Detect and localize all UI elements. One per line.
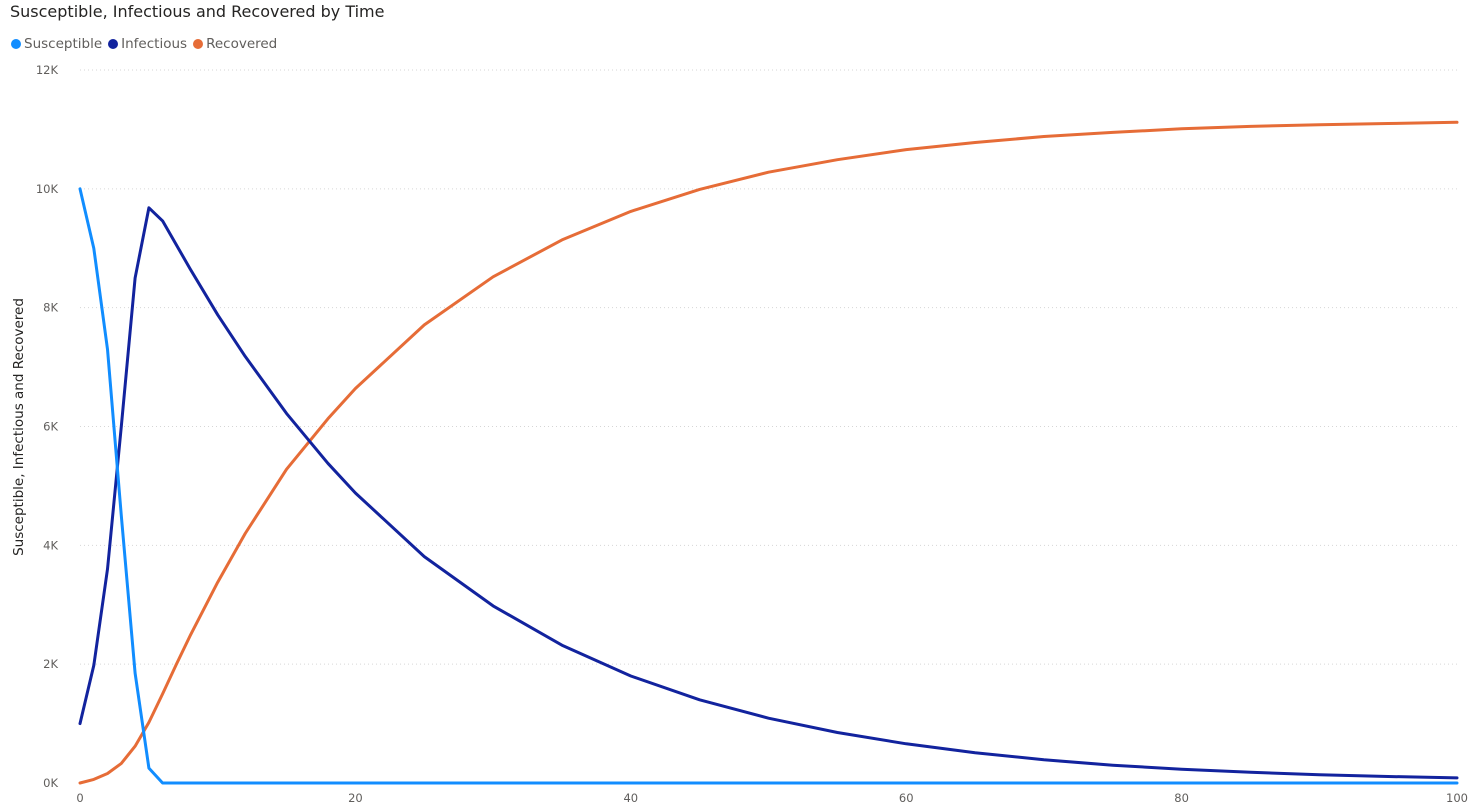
y-axis-ticks: 0K 2K 4K 6K 8K 10K 12K [36,63,59,790]
x-tick-label: 100 [1446,791,1468,805]
x-tick-label: 40 [623,791,638,805]
legend-item-recovered[interactable]: Recovered [193,36,277,52]
legend-dot-recovered [193,39,204,49]
y-tick-label: 12K [36,63,59,77]
x-tick-label: 20 [348,791,363,805]
series-line-infectious[interactable] [78,206,1459,780]
x-tick-label: 80 [1174,791,1189,805]
legend-label-recovered: Recovered [206,36,278,52]
legend-dot-susceptible [11,39,21,49]
y-tick-label: 0K [43,776,58,790]
y-tick-label: 4K [43,538,58,552]
y-tick-label: 10K [36,182,59,196]
legend-item-infectious[interactable]: Infectious [108,36,187,52]
legend-item-susceptible[interactable]: Susceptible [11,36,102,52]
gridlines [80,69,1457,665]
x-tick-label: 60 [899,791,914,805]
chart-title: Susceptible, Infectious and Recovered by… [10,2,385,21]
y-tick-label: 8K [43,301,58,315]
series-line-susceptible[interactable] [78,187,1459,785]
y-tick-label: 6K [43,420,58,434]
series-line-recovered[interactable] [78,120,1459,785]
series-lines [78,120,1459,785]
x-tick-label: 0 [76,791,83,805]
legend-label-susceptible: Susceptible [24,36,103,52]
legend: Susceptible Infectious Recovered [11,36,283,52]
x-axis-ticks: 0 20 40 60 80 100 [76,791,1468,805]
legend-dot-infectious [108,39,119,49]
legend-label-infectious: Infectious [121,36,188,52]
y-tick-label: 2K [43,657,58,671]
